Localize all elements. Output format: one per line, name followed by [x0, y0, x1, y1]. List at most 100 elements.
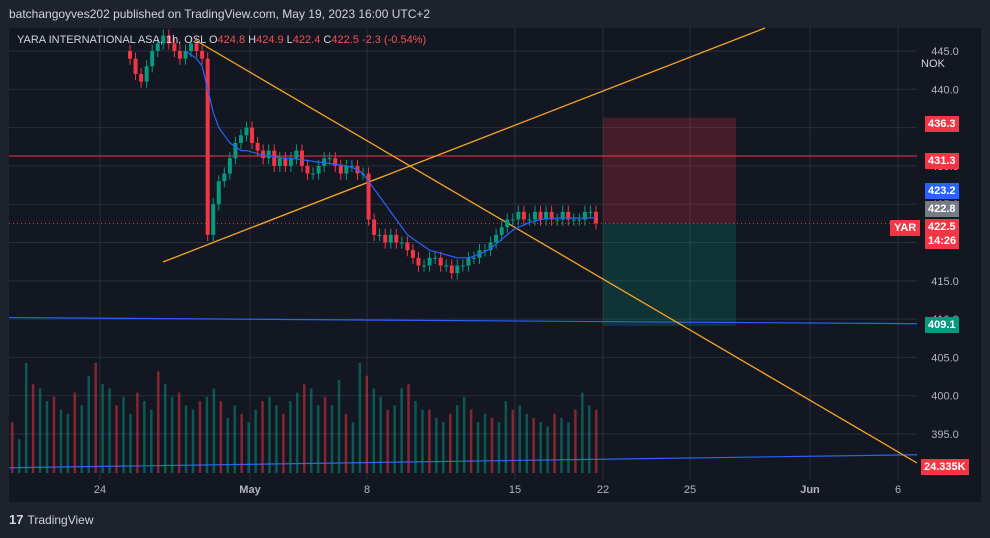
volume-bar: [518, 405, 522, 473]
candle-body: [266, 150, 271, 159]
descending-trendline: [194, 39, 918, 464]
y-tick-label: 445.0: [931, 46, 959, 58]
candle-body: [544, 211, 549, 220]
x-tick-label: 24: [94, 484, 106, 496]
take-profit-zone: [603, 223, 736, 327]
volume-bar: [303, 384, 306, 473]
volume-bar: [198, 401, 202, 473]
candle-body: [194, 43, 199, 51]
candle-body: [444, 265, 449, 267]
candle-body: [394, 234, 399, 243]
candle-body: [166, 35, 171, 44]
volume-bar: [66, 413, 70, 473]
volume-bar: [240, 413, 243, 473]
volume-bar: [191, 409, 195, 473]
x-tick-label: 15: [509, 484, 521, 496]
volume-bar: [595, 409, 598, 473]
price-tag-423-2: 423.2: [925, 183, 959, 199]
volume-bar: [462, 396, 466, 473]
candle-body: [499, 227, 504, 235]
volume-bar: [574, 409, 577, 473]
candle-body: [527, 219, 532, 221]
legend-open-label: O: [208, 34, 218, 46]
candle-body: [211, 204, 216, 235]
volume-bar: [52, 396, 56, 473]
volume-bar: [212, 388, 216, 473]
candle-body: [516, 211, 521, 220]
candle-body: [305, 165, 310, 174]
volume-bar: [247, 422, 250, 473]
volume-bar: [414, 401, 417, 473]
candle-body: [338, 165, 343, 174]
candle-body: [200, 50, 205, 59]
legend-low: 422.4: [292, 34, 321, 46]
legend-close: 422.5: [331, 34, 359, 46]
volume-bar: [511, 409, 515, 473]
volume-bar: [337, 379, 341, 473]
y-tick-label: 405.0: [931, 352, 959, 364]
candle-body: [433, 257, 438, 259]
candle-body: [333, 158, 338, 166]
volume-bar: [115, 405, 118, 473]
volume-bar: [483, 413, 487, 473]
candle-body: [183, 50, 188, 59]
volume-bar: [393, 405, 396, 473]
volume-bar: [24, 363, 28, 473]
volume-bar: [386, 409, 389, 473]
volume-bar: [407, 384, 410, 473]
volume-bar: [38, 388, 42, 473]
volume-bar: [170, 396, 174, 473]
candle-body: [449, 265, 454, 274]
candle-body: [344, 165, 349, 174]
volume-bar: [31, 384, 35, 473]
volume-bar: [546, 426, 549, 473]
volume-bar: [532, 418, 535, 473]
price-tag-422-8: 422.8: [925, 201, 959, 217]
candle-body: [294, 150, 299, 159]
volume-bar: [261, 401, 264, 473]
candle-body: [128, 50, 132, 59]
price-tag-409-1: 409.1: [925, 317, 959, 333]
volume-bar: [254, 409, 257, 473]
volume-bar: [87, 375, 90, 473]
candle-body: [405, 242, 410, 251]
volume-bar: [428, 409, 431, 473]
tradingview-brand: TradingView: [27, 512, 94, 527]
x-tick-label: 6: [895, 484, 901, 496]
candle-body: [150, 50, 155, 67]
candle-body: [555, 219, 560, 221]
volume-bar: [268, 396, 271, 473]
candle-body: [250, 127, 255, 143]
price-tag-436-3: 436.3: [925, 116, 959, 132]
volume-bar: [351, 422, 355, 473]
ascending-trendline: [162, 27, 766, 263]
candle-body: [366, 173, 371, 220]
volume-bar: [296, 392, 299, 473]
legend-close-label: C: [323, 34, 332, 46]
candle-body: [233, 142, 238, 159]
candle-body: [388, 234, 393, 243]
candle-body: [471, 257, 476, 259]
footer: 17 TradingView: [9, 512, 94, 527]
volume-bar: [449, 413, 452, 473]
candle-body: [272, 150, 277, 166]
price-tag-24-335K: 24.335K: [921, 459, 969, 475]
volume-bar: [539, 422, 542, 473]
candle-body: [283, 158, 288, 166]
volume-bar: [80, 405, 84, 473]
candle-body: [399, 242, 404, 244]
price-tag-14-26: 14:26: [925, 233, 960, 249]
volume-bar: [316, 405, 320, 473]
volume-bar: [330, 405, 334, 473]
volume-bar: [163, 384, 167, 473]
x-tick-label: Jun: [800, 484, 820, 496]
volume-bar: [59, 409, 63, 473]
candle-body: [316, 165, 321, 174]
candle-body: [383, 234, 388, 243]
candle-body: [494, 234, 499, 243]
candle-body: [577, 219, 582, 221]
volume-bar: [122, 396, 125, 473]
volume-bar: [219, 401, 223, 473]
volume-bar: [379, 396, 382, 473]
